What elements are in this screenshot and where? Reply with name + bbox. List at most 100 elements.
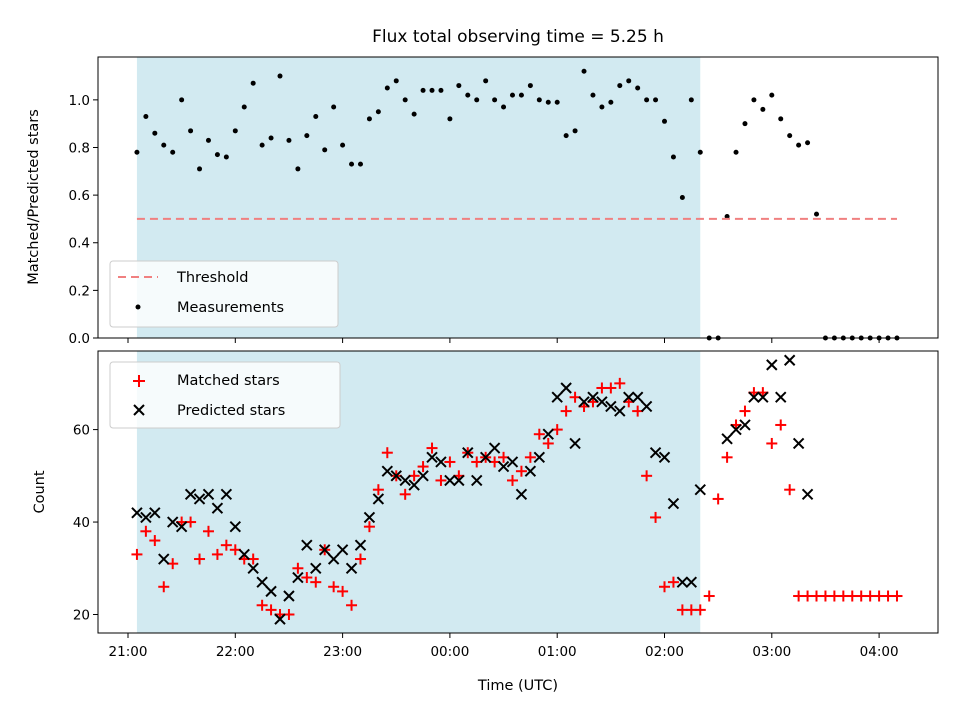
top-y-tick-label: 1.0 [69,93,90,109]
bottom-panel-points [131,354,903,625]
matched-star-point [542,437,554,449]
top-panel-y-ticks: 0.0 0.2 0.4 0.6 0.8 1.0 [69,93,98,347]
predicted-star-point [140,511,152,524]
matched-star-point [372,484,384,496]
predicted-star-point [658,451,671,464]
bottom-legend-box [109,361,341,429]
measurement-point [447,116,453,122]
measurement-point [161,142,167,148]
matched-star-point [158,581,170,593]
matched-star-point [703,590,715,602]
matched-star-point [426,442,438,454]
measurement-point [268,135,274,141]
top-legend-box [109,260,339,328]
top-y-tick-label: 0.6 [69,188,90,204]
matched-star-point [605,382,617,394]
legend-predicted-label: Predicted stars [177,403,285,419]
measurement-point [456,83,462,89]
measurement-point [778,116,784,122]
legend-threshold-label: Threshold [176,270,248,286]
measurement-point [492,97,498,103]
predicted-star-point [229,520,242,533]
x-tick-label: 23:00 [323,644,362,660]
measurement-point [223,154,229,160]
predicted-star-point [211,502,224,514]
predicted-star-point [265,585,277,598]
top-y-tick-label: 0.4 [69,236,90,252]
predicted-star-point [220,488,233,501]
predicted-star-point [506,456,519,468]
matched-star-point [533,428,545,440]
measurement-point [787,133,793,139]
predicted-star-point [131,507,143,519]
measurement-point [670,154,676,160]
predicted-star-point [623,391,635,403]
matched-star-point [721,451,733,463]
measurement-point [590,92,596,98]
measurement-point [679,195,685,200]
predicted-star-point [426,451,438,464]
matched-star-point [256,599,268,611]
predicted-star-point [775,391,787,403]
predicted-star-point [587,391,599,403]
predicted-star-point [319,544,331,556]
matched-star-point [560,405,572,417]
matched-star-point [784,484,796,496]
measurement-point [331,104,337,110]
measurement-point [375,109,381,115]
measurement-point [393,78,399,84]
predicted-star-point [435,456,447,468]
x-axis-label: Time (UTC) [477,678,558,694]
predicted-star-point [202,488,215,501]
measurement-point [197,166,203,172]
measurement-point [357,161,363,167]
bottom-panel-y-ticks: 20 40 60 [73,423,98,624]
matched-star-point [337,585,349,597]
measurement-point [259,142,265,148]
measurement-point [474,97,480,103]
measurement-point [205,137,211,143]
measurement-point [349,161,355,167]
measurement-point [599,104,605,110]
measurement-point [134,149,140,155]
predicted-star-point [649,446,662,459]
bottom-panel-x-ticks: 21:00 22:00 23:00 00:00 01:00 02:00 03:00 04:00 [109,633,899,660]
predicted-star-point [569,437,581,450]
measurement-point [438,87,444,93]
measurement-point [536,97,542,103]
measurement-point [572,128,578,134]
top-y-tick-label: 0.0 [69,331,90,347]
measurement-point [509,92,515,98]
matched-star-point [346,599,358,611]
matched-star-point [194,553,206,565]
measurement-point [483,78,489,84]
matched-star-point [149,535,161,547]
matched-star-point [417,461,429,473]
measurement-point [518,92,524,98]
matched-star-point [354,553,366,565]
measurement-point [554,99,560,105]
measurement-point [179,97,185,103]
measurement-point [152,130,158,136]
predicted-star-point [399,474,411,487]
measurement-point [420,87,426,93]
measurement-point [286,137,292,143]
bottom-y-tick-label: 20 [73,608,90,624]
predicted-star-point [497,460,510,473]
predicted-star-point [605,400,617,413]
predicted-star-point [524,465,537,477]
predicted-star-point [694,483,706,496]
predicted-star-point [354,539,367,551]
legend-matched-label: Matched stars [177,373,280,389]
legend-measurements-label: Measurements [177,300,284,316]
matched-star-point [766,437,778,449]
measurement-point [214,152,220,158]
predicted-star-point [730,423,742,436]
top-panel-frame [97,56,939,339]
matched-star-point [641,470,653,482]
predicted-star-point [363,511,376,524]
predicted-star-point [310,562,322,574]
x-tick-label: 02:00 [645,644,684,660]
predicted-star-point [721,433,733,445]
